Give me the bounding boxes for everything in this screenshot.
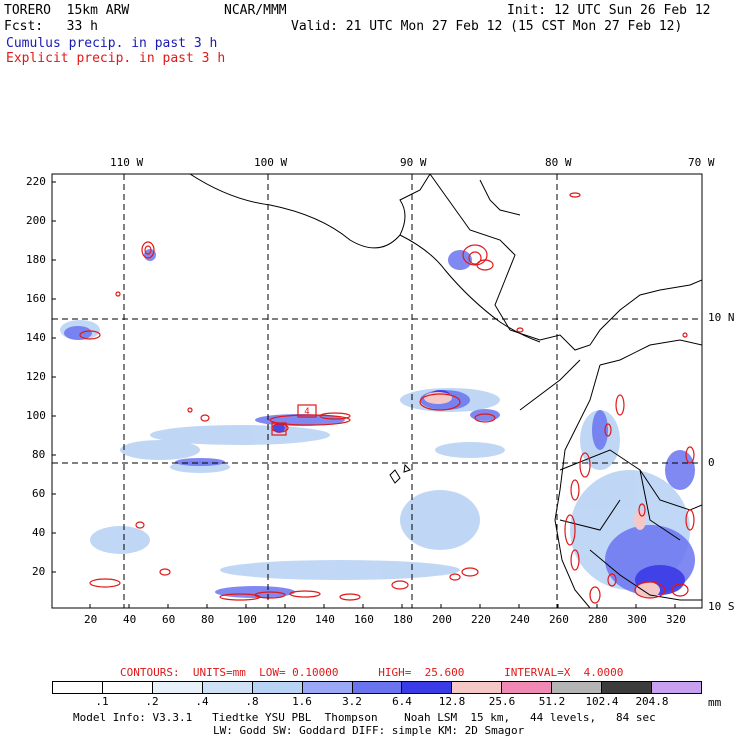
model-title: TORERO 15km ARW	[4, 3, 130, 18]
forecast-hour: Fcst: 33 h	[4, 19, 98, 34]
y-label: 60	[32, 487, 46, 500]
model-info: Model Info: V3.3.1 Tiedtke YSU PBL Thomp…	[73, 711, 656, 724]
lat-label-10s: 10 S	[708, 600, 735, 613]
lon-label-80w: 80 W	[545, 156, 572, 169]
contours-info: CONTOURS: UNITS=mm LOW= 0.10000 HIGH= 25…	[120, 666, 624, 679]
y-label: 200	[26, 214, 46, 227]
color-scale-label: .1	[95, 695, 109, 708]
high-value-label: 4	[304, 407, 309, 417]
color-scale-labels: .1 .2 .4 .8 1.6 3.2 6.4 12.8 25.6 51.2 102.4 204.8	[52, 695, 702, 708]
color-scale-swatch	[102, 682, 153, 693]
x-label: 240	[510, 613, 530, 626]
color-scale-label: .4	[195, 695, 209, 708]
color-scale-swatch	[552, 682, 603, 693]
color-scale-label: 3.2	[342, 695, 362, 708]
bottom-ticks	[89, 604, 676, 608]
left-ticks	[52, 181, 56, 573]
x-label: 280	[588, 613, 608, 626]
lat-label-10n: 10 N	[708, 311, 735, 324]
x-label: 320	[666, 613, 686, 626]
x-label: 180	[393, 613, 413, 626]
y-label: 140	[26, 331, 46, 344]
x-label: 40	[123, 613, 137, 626]
color-scale-swatch	[652, 682, 701, 693]
high-value-box	[297, 404, 317, 418]
x-label: 100	[237, 613, 257, 626]
y-label: 120	[26, 370, 46, 383]
valid-time: Valid: 21 UTC Mon 27 Feb 12 (15 CST Mon …	[291, 19, 683, 34]
explicit-precip-areas	[424, 392, 660, 598]
color-scale-swatch	[352, 682, 403, 693]
x-label: 20	[84, 613, 98, 626]
lon-label-70w: 70 W	[688, 156, 715, 169]
lat-label-0: 0	[708, 456, 715, 469]
color-scale-label: 1.6	[292, 695, 312, 708]
color-scale-swatch	[602, 682, 653, 693]
x-label: 220	[471, 613, 491, 626]
explicit-contours	[79, 192, 695, 604]
y-label: 40	[32, 526, 46, 539]
x-label: 160	[354, 613, 374, 626]
color-scale-swatch	[152, 682, 203, 693]
init-time: Init: 12 UTC Sun 26 Feb 12	[507, 3, 711, 18]
explicit-label: Explicit precip. in past 3 h	[6, 51, 226, 66]
x-label: 120	[276, 613, 296, 626]
y-label: 20	[32, 565, 46, 578]
x-label: 300	[627, 613, 647, 626]
x-label: 200	[432, 613, 452, 626]
color-scale-swatch	[452, 682, 503, 693]
legend-unit: mm	[708, 696, 722, 709]
color-scale-swatch	[402, 682, 453, 693]
color-scale-label: 25.6	[488, 695, 516, 708]
lon-label-110w: 110 W	[110, 156, 144, 169]
lon-label-90w: 90 W	[400, 156, 427, 169]
x-label: 140	[315, 613, 335, 626]
color-scale-label: 204.8	[635, 695, 669, 708]
y-label: 100	[26, 409, 46, 422]
physics-info: LW: Godd SW: Goddard DIFF: simple KM: 2D…	[213, 724, 525, 737]
coastlines	[189, 174, 702, 608]
organization-label: NCAR/MMM	[224, 3, 287, 18]
color-scale-label: .2	[145, 695, 159, 708]
color-scale-bar	[52, 681, 702, 694]
x-label: 60	[162, 613, 176, 626]
y-label: 220	[26, 175, 46, 188]
y-label: 80	[32, 448, 46, 461]
x-label: 260	[549, 613, 569, 626]
color-scale-label: 51.2	[538, 695, 566, 708]
lat-lon-grid	[52, 174, 702, 608]
color-scale-swatch	[302, 682, 353, 693]
y-label: 180	[26, 253, 46, 266]
color-scale-label: 12.8	[438, 695, 466, 708]
color-scale-swatch	[502, 682, 553, 693]
color-scale-swatch	[252, 682, 303, 693]
high-value-box-2	[271, 422, 287, 436]
color-scale-label: 6.4	[392, 695, 412, 708]
color-scale-swatch	[53, 682, 103, 693]
cumulus-label: Cumulus precip. in past 3 h	[6, 36, 218, 51]
color-scale-swatch	[202, 682, 253, 693]
color-scale-label: .8	[245, 695, 259, 708]
y-label: 160	[26, 292, 46, 305]
x-label: 80	[201, 613, 215, 626]
lon-label-100w: 100 W	[254, 156, 288, 169]
color-scale-label: 102.4	[585, 695, 619, 708]
